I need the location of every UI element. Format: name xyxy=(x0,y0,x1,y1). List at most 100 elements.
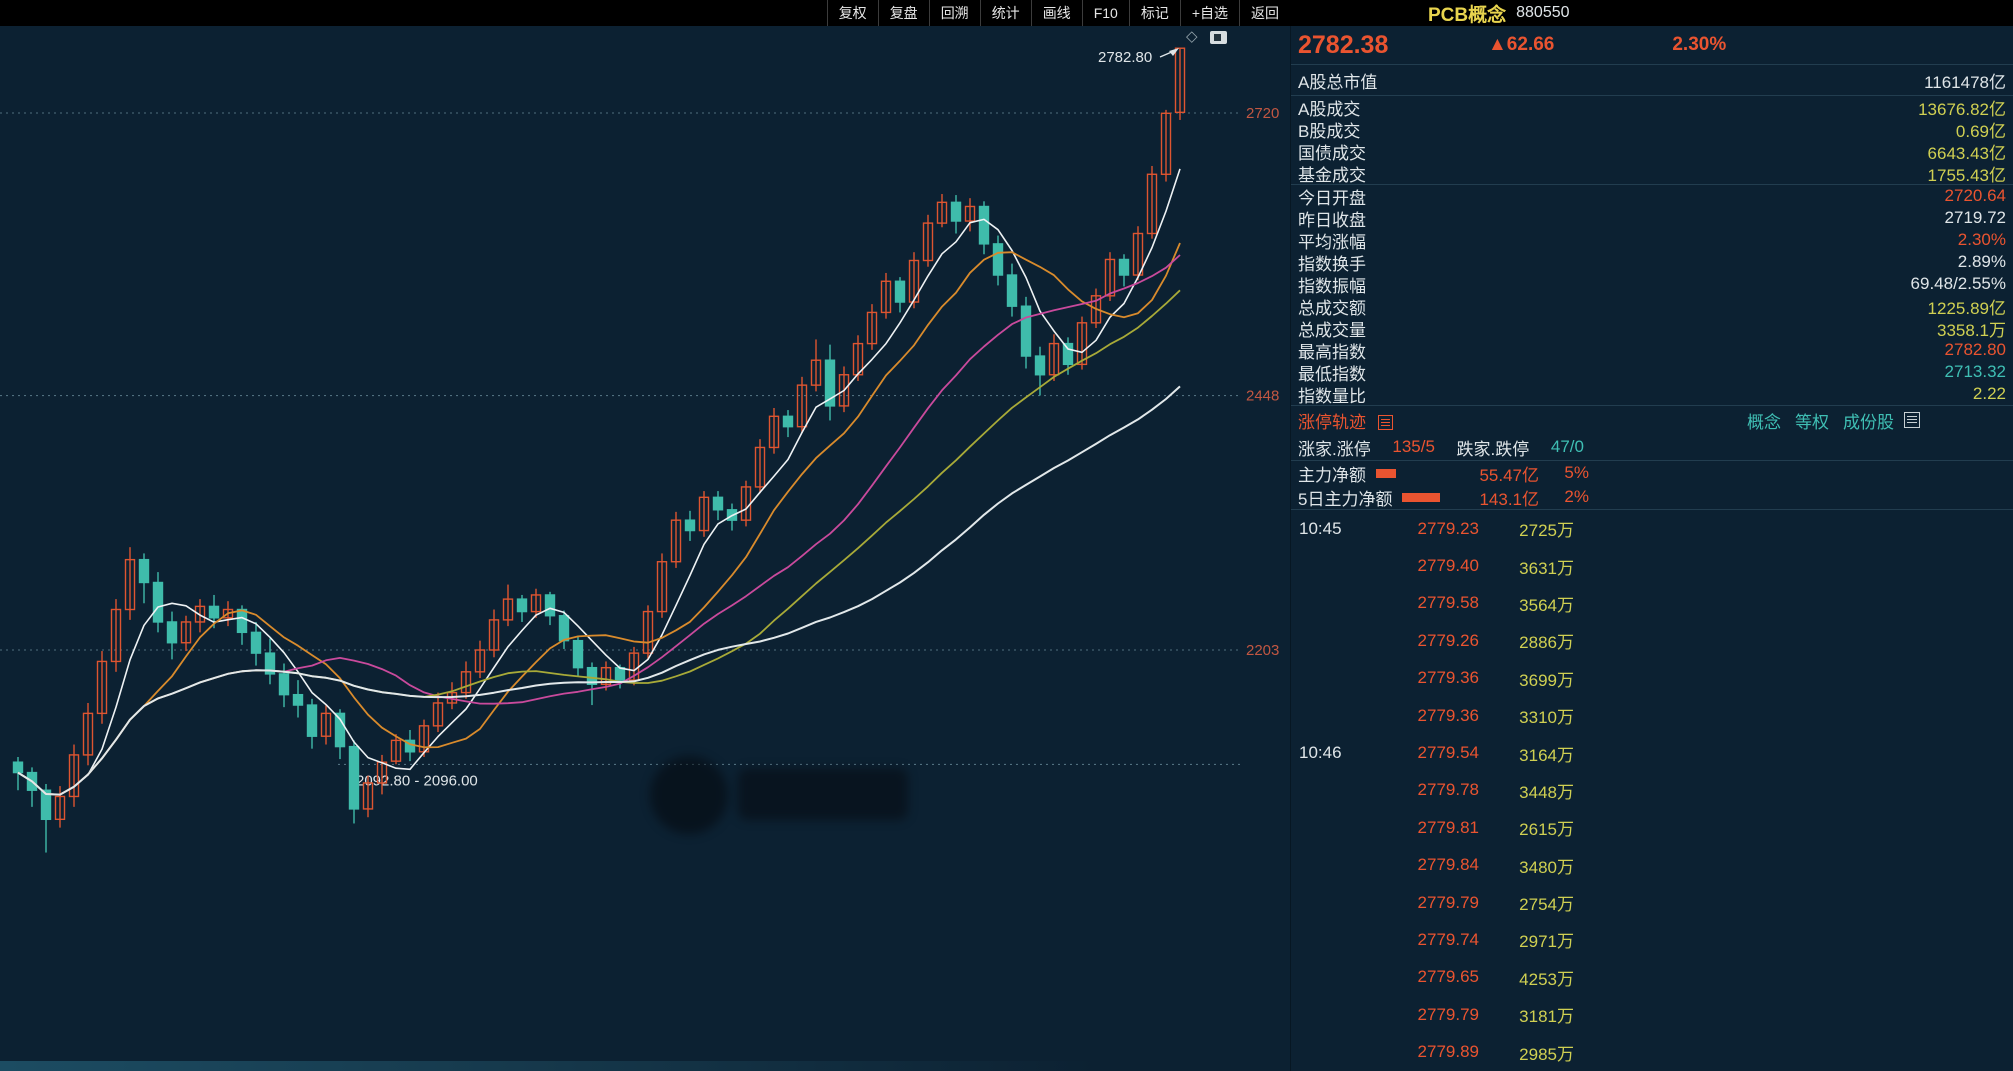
stat-value: 3358.1万 xyxy=(1937,320,2006,340)
stat-value: 1755.43亿 xyxy=(1927,165,2006,185)
stat-row: 指数振幅 69.48/2.55% xyxy=(1291,273,2013,296)
svg-text:2782.80: 2782.80 xyxy=(1098,49,1152,66)
advancers-value: 135/5 xyxy=(1392,437,1435,456)
svg-text:2203: 2203 xyxy=(1246,642,1279,659)
tick-price: 2779.40 xyxy=(1417,556,1479,576)
stat-row: 最低指数 2713.32 xyxy=(1291,361,2013,384)
tick-price: 2779.84 xyxy=(1417,855,1479,875)
stat-row: 最高指数 2782.80 xyxy=(1291,339,2013,362)
separator xyxy=(1291,405,2013,406)
stat-label: 基金成交 xyxy=(1298,165,1366,185)
stat-value: 6643.43亿 xyxy=(1927,143,2006,163)
tick-time: 10:46 xyxy=(1299,743,1342,763)
stat-row: 指数量比 2.22 xyxy=(1291,383,2013,406)
stat-label: 指数振幅 xyxy=(1298,276,1366,296)
quote-price-row: 2782.38 ▲62.66 2.30% xyxy=(1291,26,2013,64)
tick-row: 10:45 2779.23 2725万 xyxy=(1291,510,1591,547)
tick-row: 2779.79 2754万 xyxy=(1291,884,1591,921)
separator xyxy=(1291,64,2013,65)
limit-up-track-label[interactable]: 涨停轨迹 xyxy=(1298,412,1366,432)
stat-row: 国债成交 6643.43亿 xyxy=(1291,140,2013,163)
stat-value: 2782.80 xyxy=(1944,340,2006,359)
tick-volume: 3181万 xyxy=(1519,1007,1574,1027)
stat-row: 基金成交 1755.43亿 xyxy=(1291,162,2013,185)
stat-row: 总成交额 1225.89亿 xyxy=(1291,295,2013,318)
tick-volume: 2886万 xyxy=(1519,633,1574,653)
quote-panel: 2782.38 ▲62.66 2.30% A股总市值 1161478亿 A股成交 1… xyxy=(1290,26,2013,1071)
tick-price: 2779.23 xyxy=(1417,518,1479,538)
tick-row: 2779.74 2971万 xyxy=(1291,921,1591,958)
stat-value: 2720.64 xyxy=(1944,186,2006,205)
toolbar-button-4[interactable]: 统计 xyxy=(979,0,1031,26)
limit-up-track-icon[interactable] xyxy=(1377,414,1393,430)
top-bar: 复权 复盘 回溯 统计 画线 F10 标记 +自选 返回 PCB概念 880550 xyxy=(0,0,2013,26)
stat-value: 2.89% xyxy=(1957,252,2006,271)
separator xyxy=(1291,184,2013,185)
tick-volume: 2754万 xyxy=(1519,895,1574,915)
tick-row: 2779.78 3448万 xyxy=(1291,772,1591,809)
tick-volume: 2971万 xyxy=(1519,932,1574,952)
index-code: 880550 xyxy=(1516,4,1570,21)
stat-value: 2719.72 xyxy=(1944,208,2006,227)
stat-value: 0.69亿 xyxy=(1955,121,2006,141)
main-net-flow-pct: 5% xyxy=(1564,463,1589,482)
stat-label: 总成交额 xyxy=(1298,298,1366,318)
candlestick-chart: 2720 2448 2203 2092.80 - 2096.00 2782.80 xyxy=(0,47,1279,853)
tick-row: 10:46 2779.54 3164万 xyxy=(1291,734,1591,771)
tick-list[interactable]: 10:45 2779.23 2725万 2779.40 3631万 2779.58 3564… xyxy=(1291,510,2013,1071)
turnover-section: A股成交 13676.82亿 B股成交 0.69亿 国债成交 6643.43亿 基金成交 17… xyxy=(1291,96,2013,185)
tag-marker-icon[interactable] xyxy=(1210,31,1227,44)
toolbar-button-9[interactable]: 返回 xyxy=(1239,0,1290,26)
tick-volume: 3448万 xyxy=(1519,782,1574,802)
tick-row: 2779.58 3564万 xyxy=(1291,585,1591,622)
stat-label: 指数换手 xyxy=(1298,254,1366,274)
tick-price: 2779.74 xyxy=(1417,929,1479,949)
price-change-pct: 2.30% xyxy=(1672,34,1727,55)
stat-label: 今日开盘 xyxy=(1298,188,1366,208)
stat-row: A股成交 13676.82亿 xyxy=(1291,96,2013,119)
toolbar-button-7[interactable]: 标记 xyxy=(1128,0,1180,26)
stat-label: 最高指数 xyxy=(1298,342,1366,362)
tick-price: 2779.36 xyxy=(1417,705,1479,725)
toolbar-button-3[interactable]: 回溯 xyxy=(928,0,980,26)
toolbar-button-5[interactable]: 画线 xyxy=(1030,0,1082,26)
diamond-marker-icon[interactable]: ◇ xyxy=(1186,28,1198,45)
toolbar-button-2[interactable]: 复盘 xyxy=(877,0,929,26)
stat-row: 平均涨幅 2.30% xyxy=(1291,229,2013,252)
main-net-flow-bar xyxy=(1376,468,1396,478)
advancers-label: 涨家.涨停 xyxy=(1298,439,1371,459)
svg-text:2092.80 - 2096.00: 2092.80 - 2096.00 xyxy=(356,772,478,789)
stat-label: 最低指数 xyxy=(1298,364,1366,384)
tick-row: 2779.36 3310万 xyxy=(1291,697,1591,734)
tick-volume: 3699万 xyxy=(1519,670,1574,690)
tick-row: 2779.79 3181万 xyxy=(1291,996,1591,1033)
toolbar-button-6[interactable]: F10 xyxy=(1081,0,1129,26)
index-variant-link-2[interactable]: 等权 xyxy=(1795,412,1829,432)
five-day-net-flow-bar xyxy=(1402,492,1441,502)
separator xyxy=(1291,95,2013,96)
tick-volume: 3631万 xyxy=(1519,558,1574,578)
component-list-icon[interactable] xyxy=(1904,412,1920,428)
tick-price: 2779.79 xyxy=(1417,892,1479,912)
tick-volume: 3164万 xyxy=(1519,745,1574,765)
tick-row: 2779.26 2886万 xyxy=(1291,622,1591,659)
index-variant-links: 概念 等权 成份股 xyxy=(1733,408,1920,433)
separator xyxy=(1291,509,2013,510)
chart-area[interactable]: 2720 2448 2203 2092.80 - 2096.00 2782.80 ◇ xyxy=(0,26,1290,1071)
index-variant-link-3[interactable]: 成份股 xyxy=(1843,412,1894,432)
index-variant-link-1[interactable]: 概念 xyxy=(1747,412,1781,432)
stat-row: 今日开盘 2720.64 xyxy=(1291,185,2013,208)
tick-price: 2779.26 xyxy=(1417,630,1479,650)
stat-label: 国债成交 xyxy=(1298,143,1366,163)
stat-value: 69.48/2.55% xyxy=(1910,274,2006,293)
stat-row: 昨日收盘 2719.72 xyxy=(1291,207,2013,230)
decliners-label: 跌家.跌停 xyxy=(1456,439,1530,459)
tick-price: 2779.36 xyxy=(1417,668,1479,688)
stat-label: 昨日收盘 xyxy=(1298,210,1366,230)
tick-price: 2779.58 xyxy=(1417,593,1479,613)
toolbar-button-8[interactable]: +自选 xyxy=(1179,0,1239,26)
stat-row: 总成交量 3358.1万 xyxy=(1291,317,2013,340)
toolbar-button-1[interactable]: 复权 xyxy=(826,0,878,26)
tick-row: 2779.84 3480万 xyxy=(1291,847,1591,884)
